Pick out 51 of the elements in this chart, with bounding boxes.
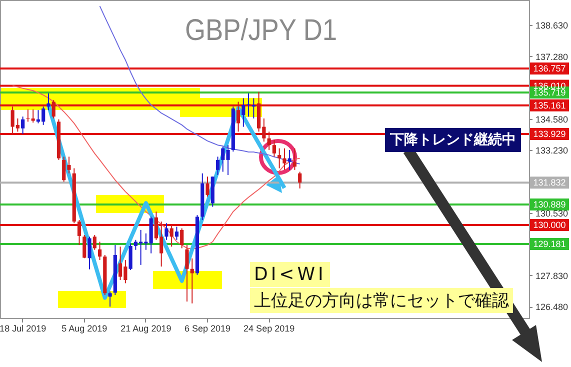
y-tick-label: 127.830 — [536, 270, 568, 281]
x-tick-label: 24 Sep 2019 — [244, 324, 295, 334]
candlestick — [52, 100, 56, 119]
annotation: 上位足の方向は常にセットで確認 — [250, 288, 513, 313]
candlestick — [180, 228, 184, 249]
y-tick-label: 138.630 — [536, 20, 568, 31]
candlestick — [92, 234, 96, 250]
ref-line-label: 131.832 — [533, 178, 566, 188]
ref-line-label: 136.757 — [533, 63, 566, 74]
candlestick — [88, 236, 92, 270]
candlestick — [82, 234, 86, 259]
candlestick — [174, 226, 179, 240]
ref-line-label: 129.181 — [533, 239, 566, 250]
candlestick — [46, 92, 50, 111]
candlestick — [170, 224, 174, 248]
candlestick — [185, 244, 189, 302]
candlestick — [128, 242, 132, 271]
y-tick-label: 134.580 — [536, 114, 568, 124]
candlestick — [77, 219, 82, 246]
candlestick — [282, 148, 286, 170]
candlestick — [98, 241, 102, 261]
ref-line-label: 133.929 — [533, 128, 566, 139]
candlestick — [298, 171, 302, 189]
candlestick — [216, 156, 220, 176]
y-tick-label: 137.280 — [536, 52, 568, 62]
text: 下降トレンド継続中 — [385, 128, 521, 152]
annotation: DI<WI — [250, 262, 330, 287]
candlestick — [164, 222, 168, 240]
candlestick — [288, 149, 292, 170]
ref-line-label: 130.889 — [533, 199, 566, 210]
candlestick — [252, 98, 256, 119]
candlestick — [190, 258, 194, 304]
ref-line-label: 130.000 — [533, 220, 566, 230]
x-tick-label: 6 Sep 2019 — [184, 324, 231, 334]
candlestick — [292, 148, 297, 170]
y-tick-label: 130.530 — [536, 208, 568, 218]
x-tick-label: 18 Jul 2019 — [0, 324, 46, 334]
candlestick — [267, 131, 271, 150]
candlestick — [108, 291, 112, 308]
y-tick-label: 126.480 — [536, 302, 568, 312]
candlestick — [21, 116, 25, 134]
candlestick — [278, 148, 282, 169]
candlestick — [236, 101, 240, 132]
ref-line-label: 135.161 — [533, 100, 566, 110]
candlestick — [272, 139, 276, 158]
candlestick — [206, 176, 210, 198]
text: GBP/JPY D1 — [185, 14, 338, 48]
x-tick-label: 5 Aug 2019 — [62, 324, 108, 334]
y-tick-label: 133.230 — [536, 146, 568, 156]
candlestick — [242, 98, 246, 128]
x-tick-label: 21 Aug 2019 — [120, 324, 172, 334]
